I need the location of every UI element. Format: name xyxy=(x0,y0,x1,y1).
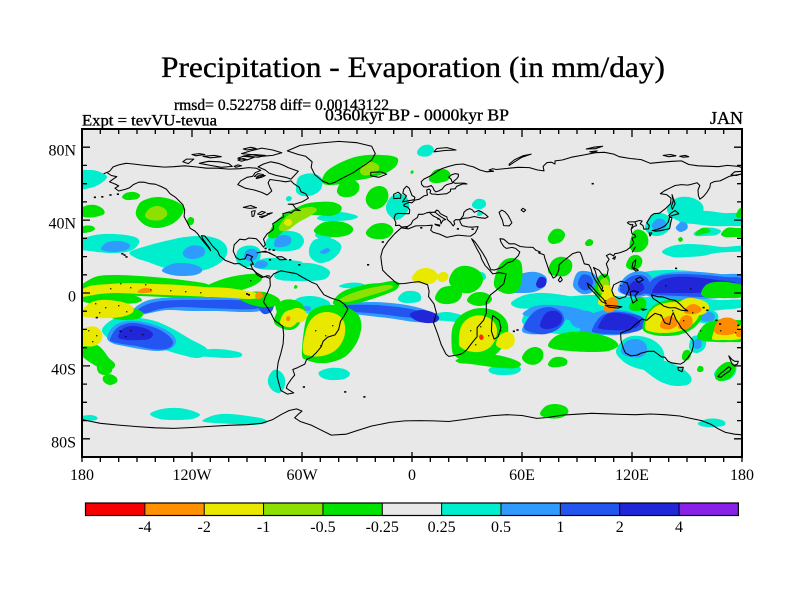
svg-text:2: 2 xyxy=(616,519,624,536)
svg-text:0.25: 0.25 xyxy=(428,519,456,536)
svg-text:-0.25: -0.25 xyxy=(366,519,399,536)
svg-text:80S: 80S xyxy=(51,434,76,451)
svg-text:Precipitation - Evaporation (i: Precipitation - Evaporation (in mm/day) xyxy=(161,51,665,84)
svg-text:40S: 40S xyxy=(51,361,76,378)
svg-text:0: 0 xyxy=(408,467,416,484)
svg-text:Expt = tevVU-tevua: Expt = tevVU-tevua xyxy=(82,113,217,130)
svg-text:-0.5: -0.5 xyxy=(310,519,335,536)
svg-text:4: 4 xyxy=(675,519,683,536)
svg-text:180: 180 xyxy=(730,467,754,484)
svg-text:-1: -1 xyxy=(257,519,270,536)
svg-text:-2: -2 xyxy=(198,519,211,536)
svg-text:80N: 80N xyxy=(48,143,76,160)
svg-text:0: 0 xyxy=(68,289,76,306)
svg-text:60W: 60W xyxy=(286,467,318,484)
svg-text:-4: -4 xyxy=(138,519,151,536)
svg-text:120E: 120E xyxy=(615,467,649,484)
svg-text:120W: 120W xyxy=(172,467,212,484)
svg-text:180: 180 xyxy=(70,467,94,484)
svg-text:1: 1 xyxy=(556,519,564,536)
svg-text:JAN: JAN xyxy=(710,108,743,128)
svg-text:40N: 40N xyxy=(48,216,76,233)
svg-text:rmsd= 0.522758 diff= 0.0014312: rmsd= 0.522758 diff= 0.00143122 xyxy=(174,97,389,114)
svg-text:0360kyr BP - 0000kyr BP: 0360kyr BP - 0000kyr BP xyxy=(325,106,509,125)
svg-text:0.5: 0.5 xyxy=(491,519,511,536)
svg-text:60E: 60E xyxy=(509,467,535,484)
